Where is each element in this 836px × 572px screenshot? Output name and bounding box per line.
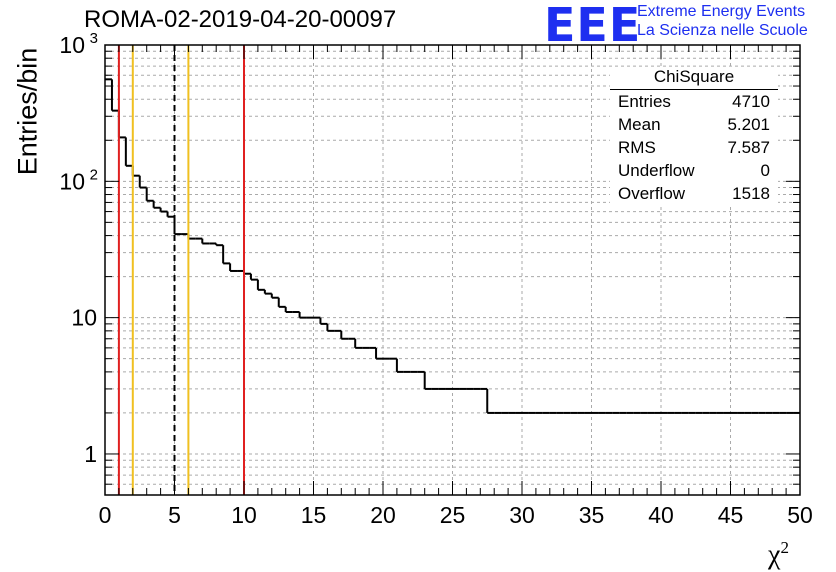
stats-title: ChiSquare	[610, 67, 778, 90]
x-tick-label: 45	[718, 502, 744, 528]
stats-rows: Entries 4710 Mean 5.201 RMS 7.587 Underflow 0 Ov…	[610, 90, 778, 205]
stats-label: RMS	[618, 138, 656, 157]
logo-caption-line2: La Scienza nelle Scuole	[637, 22, 808, 39]
x-tick-label: 50	[787, 502, 813, 528]
stats-label: Underflow	[618, 161, 695, 180]
y-tick-label: 10	[59, 168, 85, 194]
x-tick-label: 20	[370, 502, 396, 528]
grid-layer	[105, 45, 800, 495]
stats-box: ChiSquare Entries 4710 Mean 5.201 RMS 7.587 Un…	[610, 67, 778, 205]
stats-value: 7.587	[727, 138, 770, 157]
stats-row: Overflow 1518	[610, 182, 778, 205]
x-tick-label: 5	[168, 502, 181, 528]
stats-row: Mean 5.201	[610, 113, 778, 136]
stats-value: 1518	[732, 184, 770, 203]
stats-value: 4710	[732, 92, 770, 111]
stats-row: Underflow 0	[610, 159, 778, 182]
x-tick-label: 10	[231, 502, 257, 528]
x-tick-label: 40	[648, 502, 674, 528]
y-tick-exponent: 3	[90, 30, 98, 47]
stats-label: Overflow	[618, 184, 686, 203]
logo-caption-line1: Extreme Energy Events	[637, 3, 806, 20]
reference-lines	[117, 45, 245, 495]
y-tick-label: 10	[71, 305, 97, 331]
stats-row: Entries 4710	[610, 90, 778, 113]
y-tick-label: 1	[84, 441, 97, 467]
axis-ticks: 0 5 10 15 20 25 30 35 40 45 50 1 10 10 2 10 3	[59, 30, 812, 528]
stats-row: RMS 7.587	[610, 136, 778, 159]
x-axis-label-symbol: χ	[768, 539, 781, 571]
stats-value: 5.201	[727, 115, 770, 134]
x-tick-label: 35	[579, 502, 605, 528]
stats-value: 0	[760, 161, 770, 180]
chart-title: ROMA-02-2019-04-20-00097	[84, 6, 397, 33]
stats-label: Mean	[618, 115, 661, 134]
y-axis-label: Entries/bin	[12, 47, 43, 176]
y-tick-exponent: 2	[90, 166, 98, 183]
x-tick-label: 25	[440, 502, 466, 528]
x-tick-label: 0	[99, 502, 112, 528]
stats-label: Entries	[618, 92, 671, 111]
x-tick-label: 30	[509, 502, 535, 528]
x-tick-label: 15	[301, 502, 327, 528]
eee-logo: EEE	[544, 0, 642, 52]
x-axis-label: χ2	[768, 538, 789, 571]
x-axis-label-exponent: 2	[780, 538, 789, 557]
y-tick-label: 10	[59, 32, 85, 58]
